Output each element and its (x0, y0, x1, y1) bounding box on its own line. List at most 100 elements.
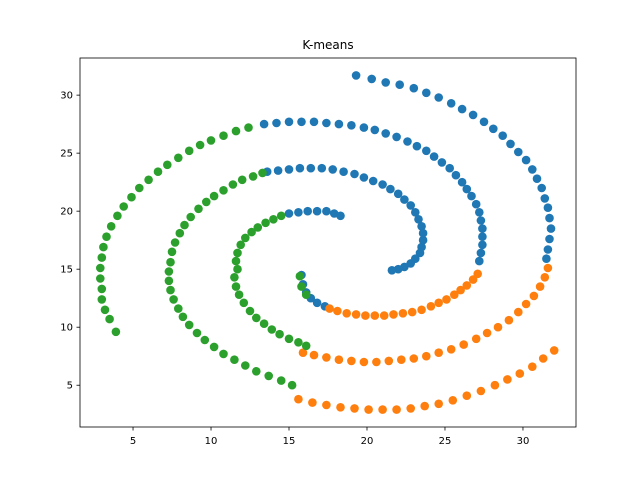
data-point-cluster-2 (97, 253, 107, 262)
data-point-cluster-1 (384, 356, 394, 366)
data-point-cluster-0 (368, 176, 378, 186)
data-point-cluster-1 (442, 295, 451, 304)
data-point-cluster-0 (411, 208, 420, 217)
data-point-cluster-1 (364, 405, 373, 414)
data-point-cluster-2 (97, 295, 107, 304)
data-point-cluster-2 (100, 305, 110, 315)
data-point-cluster-2 (164, 267, 174, 276)
data-point-cluster-1 (434, 348, 444, 358)
x-tick-label: 5 (130, 436, 136, 447)
data-point-cluster-0 (514, 147, 523, 157)
data-point-cluster-2 (153, 167, 163, 176)
data-point-cluster-2 (194, 204, 203, 214)
data-point-cluster-0 (532, 174, 542, 183)
data-point-cluster-2 (96, 263, 105, 273)
data-point-cluster-2 (184, 320, 194, 330)
data-point-cluster-2 (166, 285, 175, 295)
data-point-cluster-0 (422, 88, 431, 98)
data-point-cluster-1 (334, 355, 344, 365)
data-point-cluster-0 (478, 240, 487, 250)
data-point-cluster-0 (351, 71, 361, 80)
data-point-cluster-2 (230, 355, 239, 365)
data-point-cluster-0 (478, 232, 487, 241)
data-point-cluster-0 (471, 199, 481, 209)
data-point-cluster-1 (336, 403, 345, 412)
data-point-cluster-2 (241, 233, 250, 243)
data-point-cluster-0 (546, 224, 556, 233)
data-point-cluster-2 (206, 136, 216, 145)
x-tick-label: 10 (205, 436, 218, 447)
data-point-cluster-0 (542, 254, 551, 263)
data-point-cluster-2 (99, 242, 108, 252)
data-point-cluster-0 (393, 189, 403, 199)
data-point-cluster-1 (462, 281, 472, 290)
data-point-cluster-2 (170, 238, 180, 247)
data-point-cluster-2 (301, 341, 311, 351)
data-point-cluster-2 (237, 175, 247, 185)
data-point-cluster-0 (417, 222, 426, 231)
data-point-cluster-2 (239, 298, 249, 308)
data-point-cluster-2 (228, 180, 238, 189)
data-point-cluster-0 (415, 248, 425, 258)
data-point-cluster-0 (336, 211, 345, 221)
data-point-cluster-1 (350, 404, 359, 413)
data-point-cluster-2 (261, 218, 270, 228)
data-point-cluster-0 (446, 99, 456, 108)
data-point-cluster-0 (434, 93, 444, 102)
data-point-cluster-2 (251, 367, 261, 376)
data-point-cluster-1 (359, 357, 369, 367)
x-tick-label: 25 (439, 436, 452, 447)
data-point-cluster-2 (169, 295, 178, 304)
data-point-cluster-2 (259, 319, 269, 329)
data-point-cluster-0 (476, 248, 486, 258)
data-point-cluster-1 (372, 357, 381, 367)
data-point-cluster-0 (475, 208, 484, 217)
data-point-cluster-0 (476, 216, 486, 225)
y-tick-label: 5 (67, 381, 73, 392)
data-point-cluster-0 (414, 215, 423, 224)
data-point-cluster-0 (309, 117, 319, 127)
data-point-cluster-2 (119, 202, 128, 211)
data-point-cluster-0 (392, 132, 401, 142)
data-point-cluster-2 (202, 197, 211, 207)
data-point-cluster-0 (475, 256, 484, 266)
data-point-cluster-0 (322, 118, 331, 128)
data-point-cluster-0 (284, 165, 294, 174)
data-point-cluster-0 (403, 137, 412, 146)
data-point-cluster-2 (247, 227, 256, 237)
data-point-cluster-1 (361, 311, 370, 320)
data-point-cluster-0 (445, 163, 455, 173)
data-point-cluster-1 (325, 304, 334, 313)
data-point-cluster-2 (244, 123, 253, 132)
data-point-cluster-0 (295, 163, 305, 173)
data-point-cluster-0 (381, 78, 391, 87)
data-point-cluster-0 (462, 184, 472, 194)
data-point-cluster-2 (287, 380, 297, 390)
data-point-cluster-2 (127, 192, 136, 202)
data-point-cluster-1 (476, 386, 486, 396)
data-point-cluster-0 (545, 213, 554, 223)
data-point-cluster-2 (276, 211, 286, 221)
data-point-cluster-0 (284, 117, 294, 127)
data-point-cluster-2 (233, 248, 242, 258)
data-point-cluster-0 (273, 166, 283, 175)
data-point-cluster-2 (231, 256, 241, 266)
data-point-cluster-0 (347, 121, 356, 130)
data-point-cluster-1 (397, 355, 406, 365)
data-point-cluster-1 (347, 356, 356, 366)
data-point-cluster-0 (339, 167, 348, 176)
data-point-cluster-0 (297, 117, 306, 127)
data-point-cluster-2 (245, 306, 255, 316)
data-point-cluster-1 (504, 315, 514, 325)
data-point-cluster-2 (275, 329, 284, 339)
data-point-cluster-1 (422, 351, 431, 361)
data-point-cluster-2 (236, 240, 245, 250)
data-point-cluster-1 (515, 369, 525, 378)
data-point-cluster-1 (378, 405, 387, 414)
data-point-cluster-0 (370, 125, 380, 135)
data-point-cluster-0 (395, 80, 405, 89)
data-point-cluster-0 (378, 180, 387, 189)
data-point-cluster-0 (328, 165, 338, 174)
data-point-cluster-1 (456, 285, 465, 295)
data-point-cluster-1 (528, 362, 537, 372)
